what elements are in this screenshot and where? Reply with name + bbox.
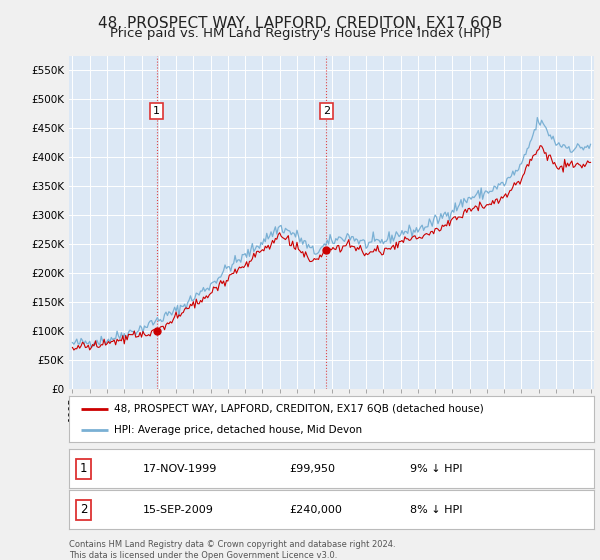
Text: 2: 2	[323, 106, 330, 116]
Text: 8% ↓ HPI: 8% ↓ HPI	[410, 505, 463, 515]
Text: 15-SEP-2009: 15-SEP-2009	[143, 505, 214, 515]
Text: £240,000: £240,000	[290, 505, 343, 515]
Text: 48, PROSPECT WAY, LAPFORD, CREDITON, EX17 6QB (detached house): 48, PROSPECT WAY, LAPFORD, CREDITON, EX1…	[113, 404, 484, 414]
Text: Price paid vs. HM Land Registry's House Price Index (HPI): Price paid vs. HM Land Registry's House …	[110, 27, 490, 40]
Text: £99,950: £99,950	[290, 464, 335, 474]
Text: 48, PROSPECT WAY, LAPFORD, CREDITON, EX17 6QB: 48, PROSPECT WAY, LAPFORD, CREDITON, EX1…	[98, 16, 502, 31]
Text: 17-NOV-1999: 17-NOV-1999	[143, 464, 217, 474]
Text: 1: 1	[80, 462, 88, 475]
Text: HPI: Average price, detached house, Mid Devon: HPI: Average price, detached house, Mid …	[113, 425, 362, 435]
Text: Contains HM Land Registry data © Crown copyright and database right 2024.
This d: Contains HM Land Registry data © Crown c…	[69, 540, 395, 560]
Text: 9% ↓ HPI: 9% ↓ HPI	[410, 464, 463, 474]
Text: 1: 1	[153, 106, 160, 116]
Text: 2: 2	[80, 503, 88, 516]
